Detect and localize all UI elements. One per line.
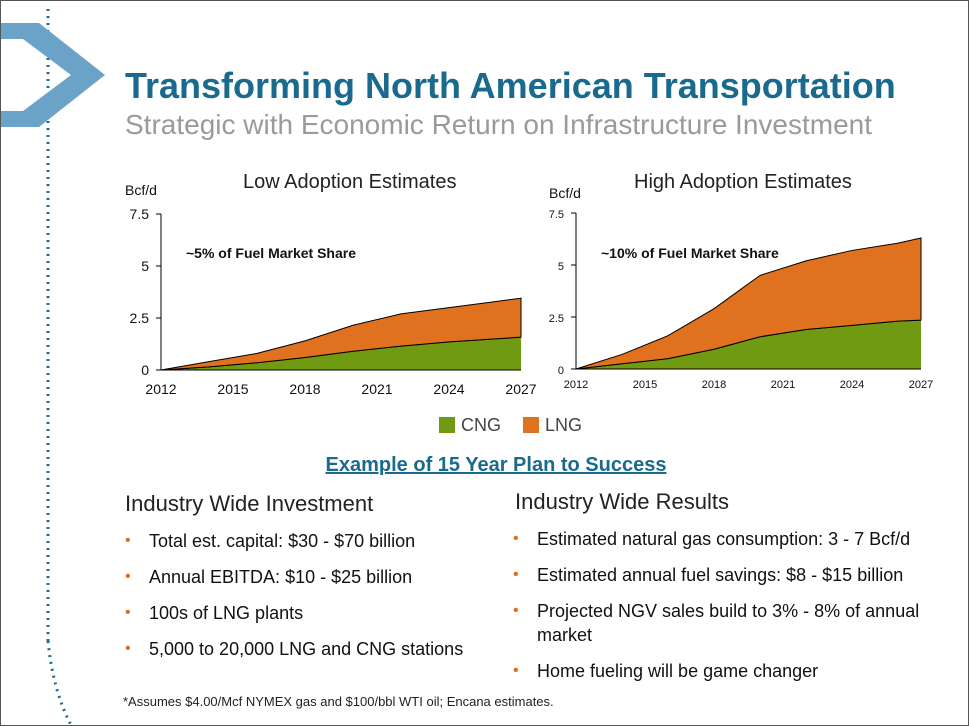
- legend-label-cng: CNG: [461, 415, 501, 435]
- area-series-lng: [575, 237, 922, 370]
- list-item: • Home fueling will be game changer: [513, 661, 819, 681]
- list-item: • Projected NGV sales build to 3% - 8% of…: [513, 601, 920, 645]
- bullet-icon: •: [513, 662, 519, 679]
- chart-title-high: High Adoption Estimates: [634, 171, 852, 193]
- list-item: • 100s of LNG plants: [125, 603, 304, 623]
- y-axis-label: Bcf/d: [549, 185, 581, 201]
- chevron-logo-icon: [1, 23, 105, 127]
- left-bullet-list: • Total est. capital: $30 - $70 billion •…: [125, 529, 505, 661]
- footnote: *Assumes $4.00/Mcf NYMEX gas and $100/bb…: [123, 694, 554, 709]
- plan-heading: Example of 15 Year Plan to Success: [325, 454, 667, 476]
- y-axis-label: Bcf/d: [125, 183, 157, 198]
- x-tick-label: 2018: [289, 381, 320, 397]
- x-tick-label: 2021: [361, 381, 392, 397]
- y-tick-label: 5: [558, 261, 564, 273]
- bullet-icon: •: [125, 568, 131, 585]
- legend-item-lng: LNG: [523, 415, 582, 436]
- bullet-icon: •: [125, 532, 131, 549]
- bullet-icon: •: [513, 530, 519, 547]
- bullet-icon: •: [125, 640, 131, 657]
- bullet-icon: •: [513, 566, 519, 583]
- chart-annotation: ~5% of Fuel Market Share: [186, 245, 356, 261]
- list-item: • Estimated annual fuel savings: $8 - $15…: [513, 565, 904, 585]
- x-tick-label: 2015: [633, 379, 657, 391]
- area-series-lng: [160, 297, 522, 371]
- bullet-icon: •: [125, 604, 131, 621]
- left-column-heading: Industry Wide Investment: [125, 491, 374, 516]
- slide-title: Transforming North American Transportati…: [125, 65, 896, 106]
- legend-item-cng: CNG: [439, 415, 501, 436]
- legend-swatch-lng: [523, 417, 539, 433]
- y-tick-label: 2.5: [130, 310, 150, 326]
- x-tick-label: 2027: [505, 381, 536, 397]
- x-tick-label: 2012: [145, 381, 176, 397]
- legend-label-lng: LNG: [545, 415, 583, 435]
- list-item: • Annual EBITDA: $10 - $25 billion: [125, 567, 413, 587]
- x-tick-label: 2027: [909, 379, 933, 391]
- y-tick-label: 0: [558, 365, 564, 377]
- right-bullet-list: • Estimated natural gas consumption: 3 - …: [513, 527, 958, 683]
- area-series-cng: [576, 320, 921, 369]
- x-tick-label: 2012: [564, 379, 588, 391]
- y-tick-label: 2.5: [549, 313, 564, 325]
- list-item: • Estimated natural gas consumption: 3 - …: [513, 529, 911, 549]
- x-tick-label: 2024: [840, 379, 864, 391]
- y-tick-label: 7.5: [549, 209, 564, 221]
- right-column-heading: Industry Wide Results: [515, 489, 729, 514]
- low-adoption-chart: 0 2.5 5 7.5 2012 2015 2018 2021 2024 2027 Bcf/d ~5%…: [125, 183, 537, 397]
- legend-swatch-cng: [439, 417, 455, 433]
- x-tick-label: 2021: [771, 379, 795, 391]
- x-tick-label: 2018: [702, 379, 726, 391]
- list-item: • 5,000 to 20,000 LNG and CNG stations: [125, 639, 464, 659]
- bullet-icon: •: [513, 602, 519, 619]
- y-tick-label: 0: [141, 362, 149, 378]
- x-tick-label: 2024: [433, 381, 464, 397]
- slide-subtitle: Strategic with Economic Return on Infras…: [125, 109, 872, 140]
- chart-title-low: Low Adoption Estimates: [243, 171, 457, 193]
- list-item: • Total est. capital: $30 - $70 billion: [125, 531, 416, 551]
- high-adoption-chart: 0 2.5 5 7.5 2012 2015 2018 2021 2024 2027 Bcf/d ~10…: [549, 185, 934, 391]
- y-tick-label: 5: [141, 258, 149, 274]
- chart-annotation: ~10% of Fuel Market Share: [601, 245, 779, 261]
- x-tick-label: 2015: [217, 381, 248, 397]
- area-series-cng: [161, 337, 521, 370]
- y-tick-label: 7.5: [130, 206, 150, 222]
